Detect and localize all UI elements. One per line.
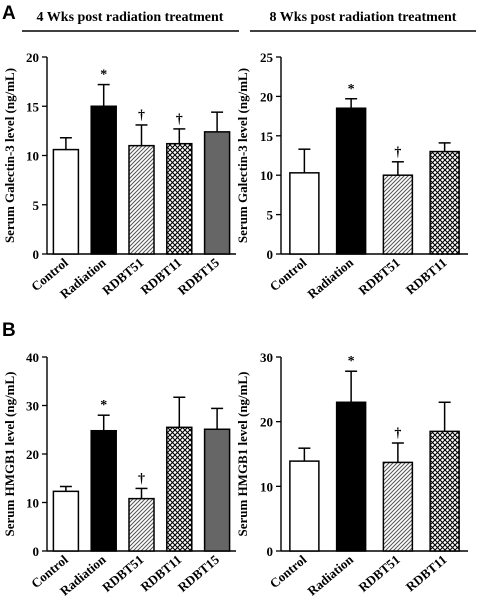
y-tick-label: 0 [267, 544, 274, 559]
bar-control [289, 172, 320, 255]
significance-mark: † [394, 426, 401, 441]
y-tick-label: 0 [33, 247, 40, 262]
x-tick-label: RDBT51 [356, 552, 403, 595]
bar-radiation [335, 107, 367, 255]
y-tick-label: 30 [260, 350, 273, 365]
x-tick-label: Radiation [304, 254, 356, 301]
y-tick-label: 5 [33, 198, 40, 213]
bar-control [52, 148, 80, 255]
y-tick-label: 20 [260, 89, 273, 104]
y-axis-label: Serum HMGB1 level (ng/mL) [2, 371, 17, 536]
significance-mark: † [394, 145, 401, 160]
significance-mark: † [176, 112, 183, 127]
bar-radiation [90, 105, 117, 255]
bar-rdbt11 [429, 430, 460, 552]
y-tick-label: 15 [26, 99, 40, 114]
bar-rdbt11 [166, 142, 193, 255]
significance-mark: * [100, 68, 107, 83]
x-tick-label: RDBT11 [403, 552, 450, 595]
y-tick-label: 10 [26, 496, 39, 511]
y-axis-label: Serum Galectin-3 level (ng/mL) [235, 68, 250, 243]
x-tick-label: RDBT51 [99, 255, 146, 298]
bar-rdbt11 [429, 150, 460, 255]
bar-radiation [90, 429, 117, 552]
y-tick-label: 10 [260, 479, 273, 494]
x-tick-label: Control [267, 552, 310, 591]
significance-mark: † [138, 471, 145, 486]
y-tick-label: 30 [26, 399, 39, 414]
x-tick-label: Radiation [304, 551, 356, 598]
panel-label-a: A [2, 3, 16, 24]
bar-rdbt51 [382, 174, 414, 255]
bar-rdbt15 [203, 131, 231, 255]
x-tick-label: RDBT11 [138, 255, 185, 298]
x-tick-label: RDBT51 [356, 255, 403, 298]
y-tick-label: 5 [267, 208, 274, 223]
x-tick-label: RDBT11 [403, 255, 450, 298]
significance-mark: † [138, 108, 145, 123]
bar-control [289, 460, 320, 552]
x-tick-label: RDBT15 [175, 551, 223, 594]
bar-rdbt15 [203, 428, 231, 552]
bar-radiation [335, 401, 367, 552]
y-axis-label: Serum HMGB1 level (ng/mL) [235, 371, 250, 536]
y-tick-label: 40 [26, 350, 39, 365]
bar-control [52, 490, 80, 552]
x-tick-label: RDBT15 [175, 254, 223, 297]
y-tick-label: 0 [267, 247, 274, 262]
significance-mark: * [348, 82, 355, 97]
bar-rdbt51 [128, 497, 155, 552]
bar-rdbt11 [166, 426, 193, 552]
panel-label-b: B [2, 320, 16, 341]
chart-galectin3-8wks: 0 5 10 15 20 25 Serum Galectin-3 level (ng/mL)… [235, 50, 468, 302]
y-tick-label: 15 [260, 129, 274, 144]
y-tick-label: 20 [26, 50, 39, 65]
header-left: 4 Wks post radiation treatment [37, 10, 224, 25]
chart-hmgb1-8wks: 0 10 20 30 Serum HMGB1 level (ng/mL) Control *… [235, 350, 468, 599]
bar-rdbt51 [382, 461, 414, 552]
y-tick-label: 20 [26, 447, 39, 462]
x-tick-label: RDBT11 [138, 552, 185, 595]
x-tick-label: RDBT51 [99, 552, 146, 595]
significance-mark: * [100, 398, 107, 413]
y-tick-label: 10 [26, 149, 39, 164]
y-tick-label: 20 [260, 415, 273, 430]
y-tick-label: 10 [260, 168, 273, 183]
bar-rdbt51 [128, 144, 155, 255]
y-axis-label: Serum Galectin-3 level (ng/mL) [2, 68, 17, 243]
x-tick-label: Control [267, 255, 310, 294]
header-right: 8 Wks post radiation treatment [270, 10, 457, 25]
significance-mark: * [348, 354, 355, 369]
y-tick-label: 25 [260, 50, 274, 65]
y-tick-label: 0 [33, 544, 40, 559]
